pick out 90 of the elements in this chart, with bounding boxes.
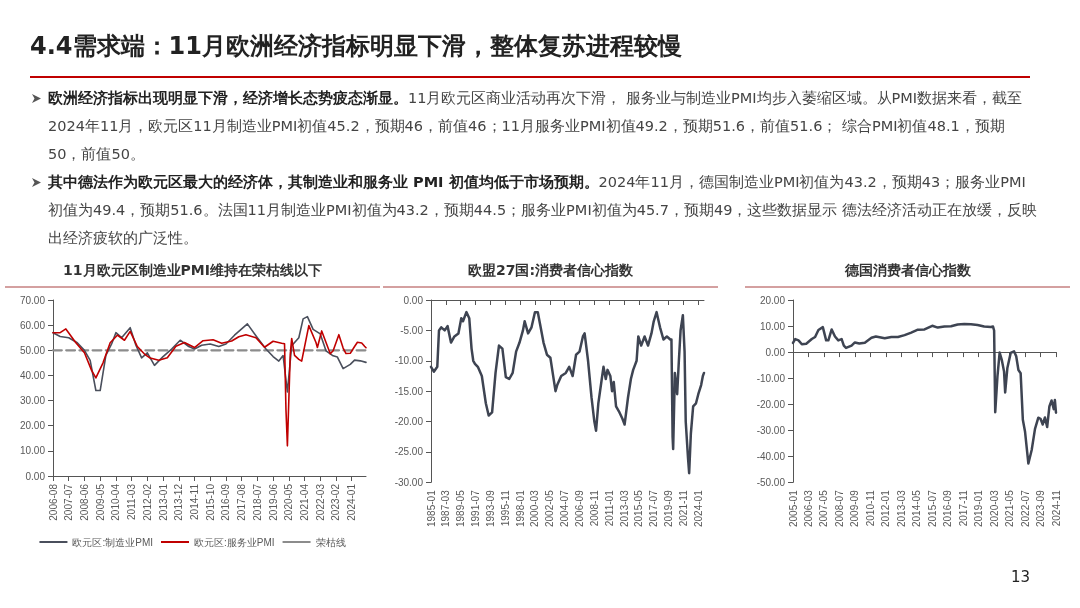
- x-tick-label: 2006-03: [802, 489, 814, 527]
- chart-title: 欧盟27国:消费者信心指数: [383, 262, 718, 288]
- x-tick-label: 2021-04: [299, 483, 311, 521]
- x-tick-label: 2021-11: [677, 489, 689, 527]
- x-tick-label: 2019-06: [267, 483, 279, 521]
- x-tick-label: 2013-03: [895, 489, 907, 527]
- x-tick-label: 2000-03: [529, 489, 541, 527]
- y-tick-label: -30.00: [756, 424, 786, 436]
- x-tick-label: 2019-01: [973, 489, 985, 527]
- x-tick-label: 2017-07: [648, 489, 660, 527]
- x-tick-label: 2010-11: [864, 489, 876, 527]
- y-tick-label: -10.00: [756, 372, 786, 384]
- y-tick-label: -20.00: [394, 416, 424, 428]
- x-tick-label: 2011-03: [126, 483, 138, 520]
- x-tick-label: 2009-05: [94, 483, 106, 521]
- x-tick-label: 1991-07: [470, 489, 482, 527]
- x-tick-label: 1987-03: [440, 489, 452, 527]
- y-tick-label: 30.00: [19, 395, 46, 407]
- x-tick-label: 1989-05: [455, 489, 467, 527]
- x-tick-label: 2010-04: [110, 483, 122, 521]
- y-tick-label: -5.00: [400, 324, 424, 336]
- y-tick-label: 60.00: [19, 319, 46, 331]
- x-tick-label: 2004-07: [559, 489, 571, 527]
- legend-label: 荣枯线: [315, 536, 346, 548]
- y-tick-label: 40.00: [19, 369, 46, 381]
- x-tick-label: 1998-01: [514, 489, 526, 527]
- x-tick-label: 2013-01: [157, 483, 169, 521]
- y-tick-label: -15.00: [394, 385, 424, 397]
- y-tick-label: -20.00: [756, 398, 786, 410]
- x-tick-label: 2018-07: [251, 483, 263, 521]
- text: 欧洲经济指标出现明显下滑，经济增长态势疲态渐显。: [48, 90, 408, 106]
- x-tick-label: 2015-07: [926, 489, 938, 527]
- x-tick-label: 2007-07: [63, 483, 75, 521]
- x-tick-label: 2023-02: [330, 483, 342, 521]
- y-tick-label: 50.00: [19, 344, 46, 356]
- y-tick-label: -50.00: [756, 476, 786, 488]
- x-tick-label: 2005-01: [787, 489, 799, 527]
- x-tick-label: 2002-05: [544, 489, 556, 527]
- x-tick-label: 2007-05: [818, 489, 830, 527]
- x-tick-label: 2024-11: [1050, 489, 1062, 527]
- x-tick-label: 2012-01: [880, 489, 892, 527]
- x-tick-label: 2014-11: [188, 483, 200, 520]
- y-tick-label: 0.00: [403, 294, 424, 306]
- x-tick-label: 2009-09: [849, 489, 861, 527]
- x-tick-label: 2022-07: [1019, 489, 1031, 527]
- x-tick-label: 2015-05: [633, 489, 645, 527]
- text: 其中德法作为欧元区最大的经济体，其制造业和服务业 PMI 初值均低于市场预期。: [48, 174, 599, 190]
- x-tick-label: 1985-01: [425, 489, 437, 527]
- x-tick-label: 2006-08: [47, 483, 59, 521]
- chart-title: 德国消费者信心指数: [745, 262, 1070, 288]
- text: 13: [1010, 568, 1030, 586]
- y-tick-label: -10.00: [394, 355, 424, 367]
- legend-label: 欧元区:制造业PMI: [72, 536, 154, 548]
- x-tick-label: 2015-10: [204, 483, 216, 521]
- x-tick-label: 2024-01: [692, 489, 704, 527]
- x-tick-label: 2012-02: [141, 483, 153, 521]
- legend-label: 欧元区:服务业PMI: [194, 536, 275, 548]
- x-tick-label: 2017-08: [236, 483, 248, 521]
- y-tick-label: 10.00: [19, 445, 46, 457]
- y-tick-label: 20.00: [759, 294, 786, 306]
- y-tick-label: 0.00: [765, 346, 786, 358]
- x-tick-label: 2023-09: [1035, 489, 1047, 527]
- y-tick-label: -40.00: [756, 450, 786, 462]
- x-tick-label: 2019-09: [663, 489, 675, 527]
- x-tick-label: 2016-09: [220, 483, 232, 521]
- x-tick-label: 2013-03: [618, 489, 630, 527]
- x-tick-label: 2008-07: [833, 489, 845, 527]
- x-tick-label: 2024-01: [346, 483, 358, 521]
- y-tick-label: 10.00: [759, 320, 786, 332]
- y-tick-label: 70.00: [19, 294, 46, 306]
- y-tick-label: -30.00: [394, 476, 424, 488]
- x-tick-label: 2022-03: [314, 483, 326, 521]
- x-tick-label: 2011-01: [603, 489, 615, 527]
- x-tick-label: 2020-05: [283, 483, 295, 521]
- chart-title: 11月欧元区制造业PMI维持在荣枯线以下: [5, 262, 380, 288]
- x-tick-label: 2016-09: [942, 489, 954, 527]
- y-tick-label: 20.00: [19, 420, 46, 432]
- x-tick-label: 2020-03: [988, 489, 1000, 527]
- x-tick-label: 2008-11: [588, 489, 600, 527]
- x-tick-label: 2008-06: [78, 483, 90, 521]
- x-tick-label: 1995-11: [499, 489, 511, 527]
- y-tick-label: 0.00: [25, 470, 46, 482]
- y-tick-label: -25.00: [394, 446, 424, 458]
- x-tick-label: 1993-09: [484, 489, 496, 527]
- x-tick-label: 2021-05: [1004, 489, 1016, 527]
- x-tick-label: 2006-09: [573, 489, 585, 527]
- x-tick-label: 2017-11: [957, 489, 969, 527]
- x-tick-label: 2013-12: [173, 483, 185, 521]
- text: 4.4需求端：11月欧洲经济指标明显下滑，整体复苏进程较慢: [30, 31, 683, 62]
- x-tick-label: 2014-05: [911, 489, 923, 527]
